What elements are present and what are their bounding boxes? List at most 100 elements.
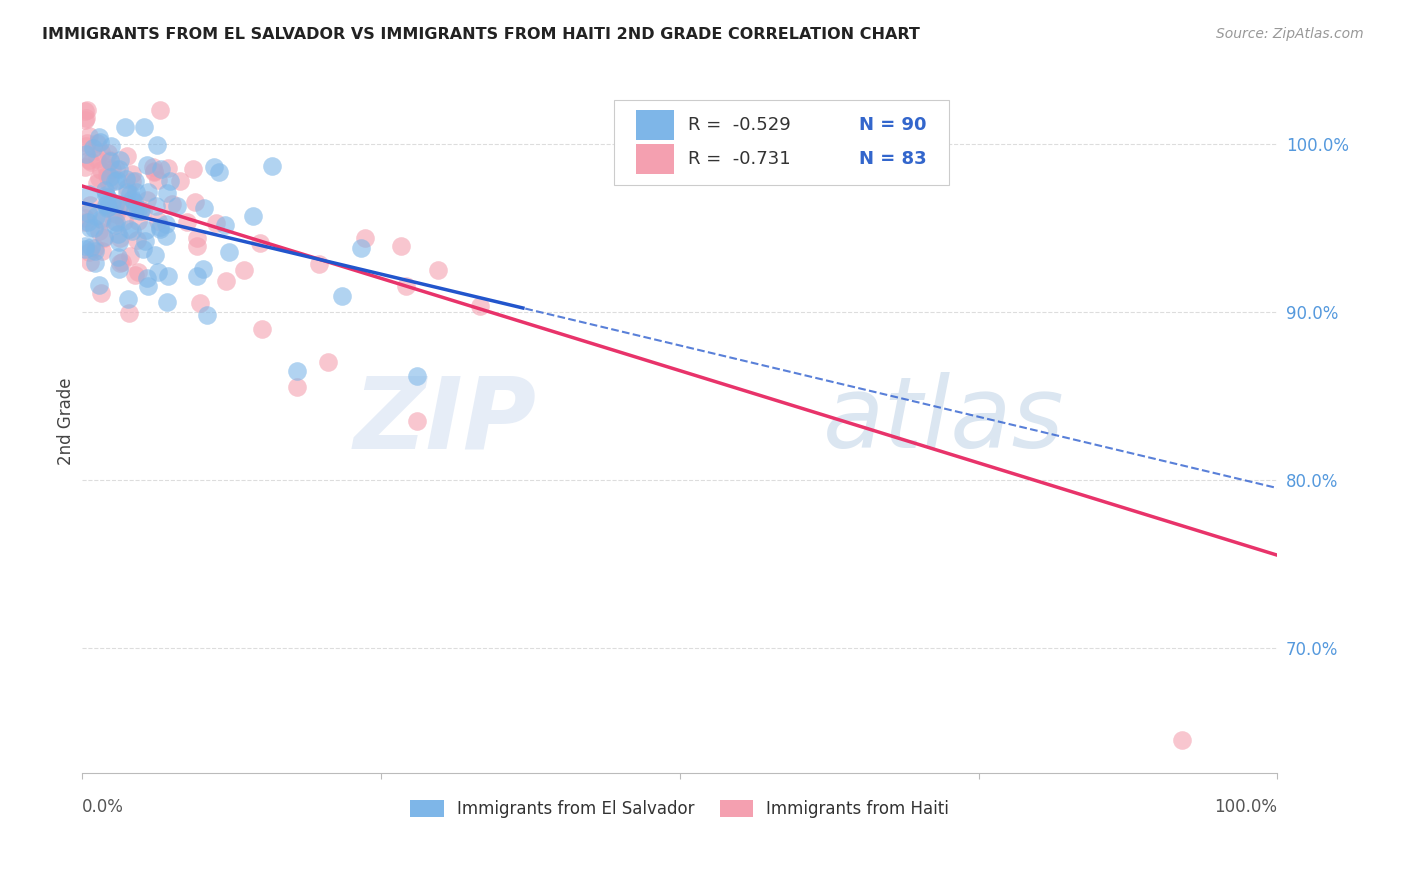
Point — [98, 153, 121, 167]
Point — [84, 244, 107, 259]
Point — [405, 414, 427, 428]
Point — [103, 214, 125, 228]
Point — [79, 153, 101, 168]
Point — [166, 199, 188, 213]
Point — [176, 215, 198, 229]
Point — [105, 173, 128, 187]
Point — [250, 322, 273, 336]
Point — [107, 250, 129, 264]
Point — [204, 160, 226, 174]
Point — [104, 207, 127, 221]
Point — [90, 211, 112, 226]
Point — [131, 202, 153, 217]
Point — [195, 309, 218, 323]
Point — [427, 262, 450, 277]
Point — [146, 138, 169, 153]
Point — [96, 168, 118, 182]
Point — [94, 198, 117, 212]
Point — [91, 213, 114, 227]
Point — [149, 161, 172, 176]
Point — [89, 136, 111, 150]
Point — [98, 177, 121, 191]
Point — [120, 187, 142, 202]
Point — [82, 140, 104, 154]
Point — [94, 188, 117, 202]
Point — [89, 277, 111, 292]
Point — [115, 149, 138, 163]
Point — [143, 165, 166, 179]
Point — [114, 120, 136, 135]
Point — [145, 199, 167, 213]
Point — [149, 103, 172, 118]
Point — [186, 239, 208, 253]
Point — [115, 186, 138, 200]
Text: R =  -0.731: R = -0.731 — [688, 150, 790, 168]
Point — [186, 269, 208, 284]
Point — [124, 186, 146, 200]
Point — [117, 197, 139, 211]
Point — [208, 165, 231, 179]
Point — [132, 242, 155, 256]
Point — [136, 193, 159, 207]
Point — [117, 292, 139, 306]
Point — [136, 270, 159, 285]
Point — [146, 265, 169, 279]
Point — [73, 243, 96, 257]
Point — [285, 380, 308, 394]
Point — [143, 248, 166, 262]
Point — [186, 230, 208, 244]
Point — [118, 306, 141, 320]
Point — [86, 152, 108, 166]
Point — [156, 294, 179, 309]
Point — [89, 171, 111, 186]
Point — [316, 354, 339, 368]
Point — [104, 218, 127, 232]
Point — [107, 262, 129, 277]
Point — [183, 162, 205, 177]
Point — [159, 173, 181, 187]
Point — [330, 288, 353, 302]
Point — [156, 269, 179, 284]
Point — [83, 256, 105, 270]
Point — [90, 285, 112, 300]
Point — [77, 215, 100, 229]
Point — [104, 196, 127, 211]
Point — [118, 249, 141, 263]
Point — [108, 197, 131, 211]
Point — [114, 172, 136, 186]
Point — [121, 174, 143, 188]
Point — [405, 368, 427, 383]
Point — [148, 222, 170, 236]
Point — [79, 198, 101, 212]
Point — [285, 363, 308, 377]
Point — [350, 241, 373, 255]
Bar — [636, 144, 673, 174]
Point — [118, 222, 141, 236]
Point — [110, 199, 132, 213]
Point — [101, 161, 124, 176]
Text: 100.0%: 100.0% — [1215, 798, 1278, 816]
Point — [205, 216, 228, 230]
Point — [107, 227, 129, 242]
Point — [127, 213, 149, 227]
Point — [75, 111, 97, 125]
Point — [184, 194, 207, 209]
Point — [132, 203, 155, 218]
Point — [146, 214, 169, 228]
Point — [1171, 732, 1194, 747]
Point — [87, 130, 110, 145]
Point — [73, 215, 96, 229]
Point — [127, 265, 149, 279]
Point — [75, 147, 97, 161]
Point — [93, 230, 115, 244]
Point — [86, 177, 108, 191]
Text: ZIP: ZIP — [353, 373, 536, 469]
Point — [308, 256, 330, 270]
Point — [73, 160, 96, 174]
Point — [134, 235, 156, 249]
Text: R =  -0.529: R = -0.529 — [688, 116, 792, 134]
Point — [76, 136, 98, 150]
Point — [135, 158, 157, 172]
Y-axis label: 2nd Grade: 2nd Grade — [58, 377, 75, 465]
Point — [193, 202, 215, 216]
